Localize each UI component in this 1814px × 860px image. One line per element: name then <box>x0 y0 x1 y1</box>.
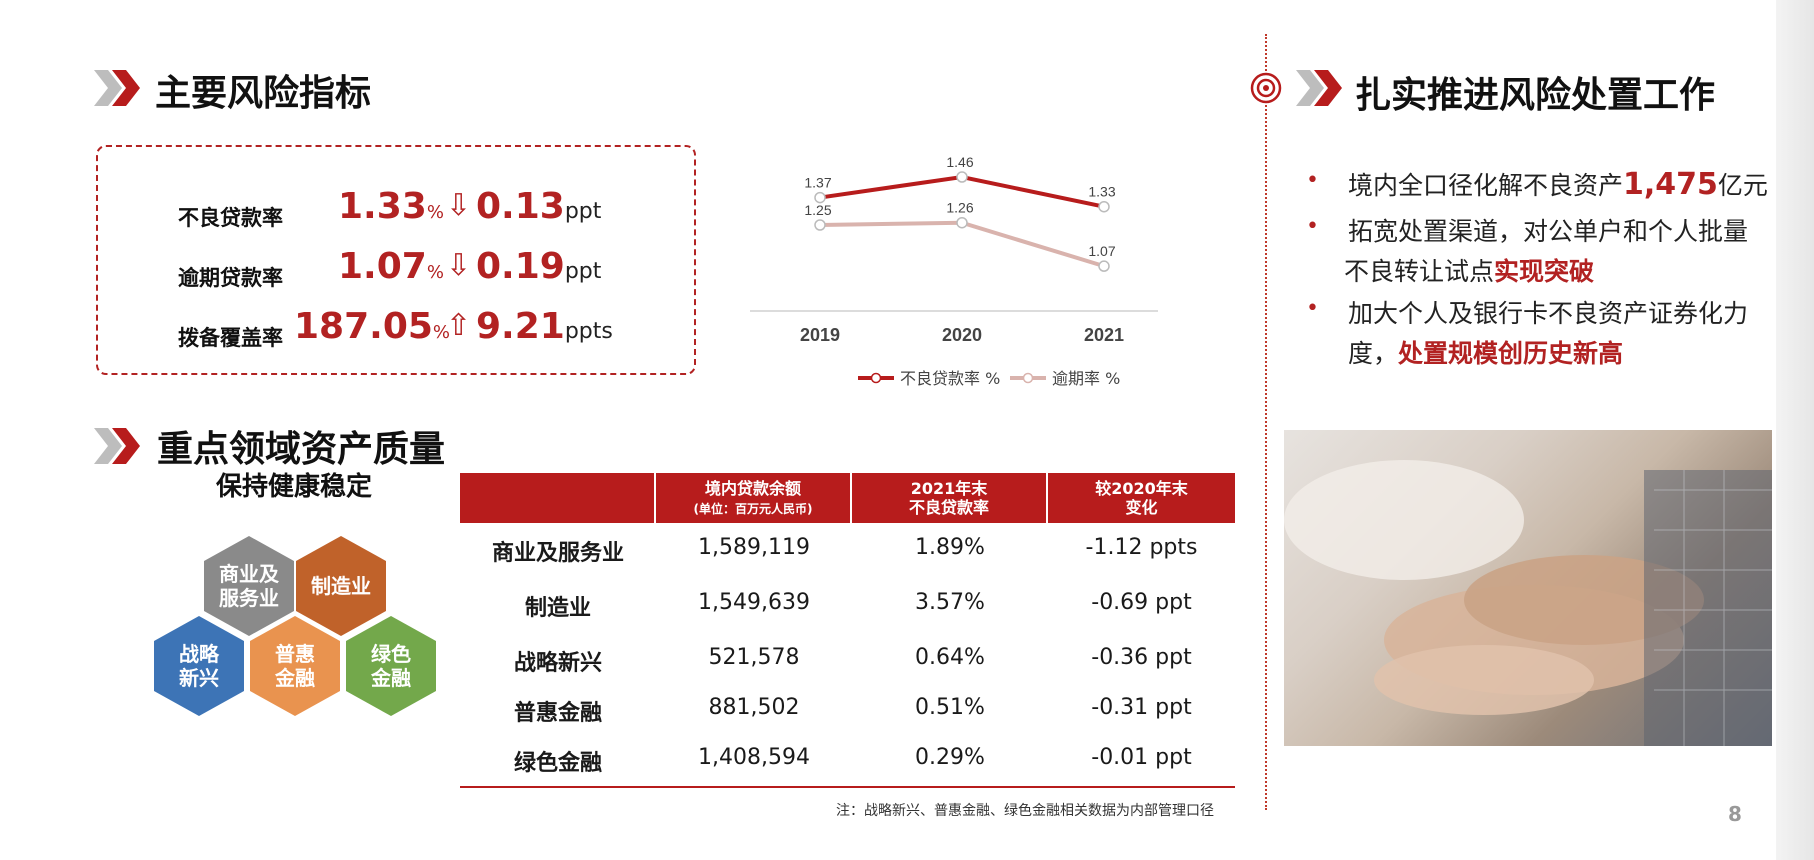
data-label: 1.33 <box>1088 184 1115 200</box>
data-label: 1.07 <box>1088 243 1115 259</box>
table-footnote: 注：战略新兴、普惠金融、绿色金融相关数据为内部管理口径 <box>836 803 1214 819</box>
kpi-delta: 0.13ppt <box>476 186 602 227</box>
data-label: 1.46 <box>946 154 973 170</box>
row-change: -0.31 ppt <box>1091 695 1192 720</box>
kpi-box: 不良贷款率 1.33% ⇩ 0.13ppt 逾期贷款率 1.07% ⇩ 0.19… <box>96 145 696 375</box>
row-name: 战略新兴 <box>513 651 602 676</box>
bullet-item-continued: 不良转让试点实现突破 <box>1344 257 1595 286</box>
photo-illustration <box>1284 460 1772 746</box>
chevron-icon <box>1296 70 1342 106</box>
hex-commerce: 商业及服务业 <box>204 536 294 636</box>
series-line-1 <box>819 220 1105 269</box>
row-balance: 521,578 <box>708 645 800 670</box>
table-header-blank <box>460 473 656 523</box>
row-change: -0.01 ppt <box>1091 745 1192 770</box>
bullet-item-continued: 度，处置规模创历史新高 <box>1348 339 1624 368</box>
column-divider <box>1265 34 1267 810</box>
row-change: -1.12 ppts <box>1085 535 1198 560</box>
x-tick-label: 2021 <box>1084 325 1124 345</box>
data-point <box>956 216 968 229</box>
row-name: 商业及服务业 <box>491 541 624 566</box>
chevron-icon <box>94 428 140 464</box>
section-title-asset-quality: 重点领域资产质量 <box>157 429 446 470</box>
row-name: 绿色金融 <box>513 751 602 776</box>
npl-line-chart: 1.37 1.46 1.33 1.25 1.26 1.07 2019 2020 2021 不良贷款… <box>750 154 1158 388</box>
bullet-item: • 加大个人及银行卡不良资产证券化力 <box>1306 296 1749 328</box>
x-tick-label: 2020 <box>942 325 982 345</box>
section-subtitle: 保持健康稳定 <box>216 472 373 502</box>
up-arrow-icon: ⇧ <box>446 308 472 343</box>
row-balance: 1,549,639 <box>698 590 810 615</box>
table-header-change: 较2020年末 变化 <box>1048 473 1235 523</box>
table-row: 战略新兴 521,578 0.64% -0.36 ppt <box>460 645 1235 681</box>
table-row: 商业及服务业 1,589,119 1.89% -1.12 ppts <box>460 535 1235 571</box>
row-name: 普惠金融 <box>513 701 602 726</box>
down-arrow-icon: ⇩ <box>446 188 472 223</box>
asset-quality-table: 境内贷款余额 (单位：百万元人民币) 2021年末 不良贷款率 较2020年末 变化 … <box>460 473 1235 793</box>
data-label: 1.37 <box>804 175 831 191</box>
row-npl: 1.89% <box>915 535 985 560</box>
section-title-risk-indicators: 主要风险指标 <box>155 73 372 114</box>
bullet-item: • 境内全口径化解不良资产1,475亿元 <box>1306 167 1768 202</box>
table-header-balance: 境内贷款余额 (单位：百万元人民币) <box>656 473 852 523</box>
data-label: 1.25 <box>804 202 831 218</box>
kpi-value: 1.07% <box>338 246 444 287</box>
data-point <box>956 171 968 183</box>
legend-label: 不良贷款率 % <box>900 369 1000 388</box>
data-point <box>1098 200 1110 213</box>
data-point <box>814 219 826 231</box>
legend-marker <box>870 372 882 384</box>
table-row: 制造业 1,549,639 3.57% -0.69 ppt <box>460 590 1235 626</box>
hex-strategic: 战略新兴 <box>154 616 244 716</box>
row-balance: 1,589,119 <box>698 535 810 560</box>
kpi-delta: 9.21ppts <box>476 306 613 347</box>
row-npl: 0.29% <box>915 745 985 770</box>
row-balance: 1,408,594 <box>698 745 810 770</box>
hex-green: 绿色金融 <box>346 616 436 716</box>
data-point <box>814 191 826 204</box>
hex-manufacturing: 制造业 <box>296 536 386 636</box>
kpi-value: 187.05% <box>294 306 451 347</box>
kpi-value: 1.33% <box>338 186 444 227</box>
data-label: 1.26 <box>946 200 973 216</box>
kpi-label: 拨备覆盖率 <box>178 326 283 350</box>
bullet-item: • 拓宽处置渠道，对公单户和个人批量 <box>1306 214 1749 246</box>
row-change: -0.69 ppt <box>1091 590 1192 615</box>
kpi-label: 不良贷款率 <box>178 206 283 230</box>
row-change: -0.36 ppt <box>1091 645 1192 670</box>
table-bottom-rule <box>460 786 1235 788</box>
down-arrow-icon: ⇩ <box>446 248 472 283</box>
section-title-risk-disposal: 扎实推进风险处置工作 <box>1355 75 1716 116</box>
legend-label: 逾期率 % <box>1052 369 1120 388</box>
table-row: 绿色金融 1,408,594 0.29% -0.01 ppt <box>460 745 1235 781</box>
row-npl: 0.64% <box>915 645 985 670</box>
kpi-delta: 0.19ppt <box>476 246 602 287</box>
chevron-icon <box>94 70 140 106</box>
table-row: 普惠金融 881,502 0.51% -0.31 ppt <box>460 695 1235 731</box>
table-header-npl: 2021年末 不良贷款率 <box>852 473 1048 523</box>
kpi-label: 逾期贷款率 <box>178 266 283 290</box>
row-name: 制造业 <box>524 596 591 621</box>
target-icon <box>1250 72 1282 104</box>
row-npl: 3.57% <box>915 590 985 615</box>
page-number: 8 <box>1728 802 1742 826</box>
row-npl: 0.51% <box>915 695 985 720</box>
hex-inclusive: 普惠金融 <box>250 616 340 716</box>
legend-marker <box>1022 372 1034 384</box>
teamwork-hands-photo <box>1284 430 1772 746</box>
row-balance: 881,502 <box>708 695 800 720</box>
data-point <box>1098 260 1110 272</box>
right-edge-strip <box>1776 0 1814 860</box>
x-tick-label: 2019 <box>800 325 840 345</box>
